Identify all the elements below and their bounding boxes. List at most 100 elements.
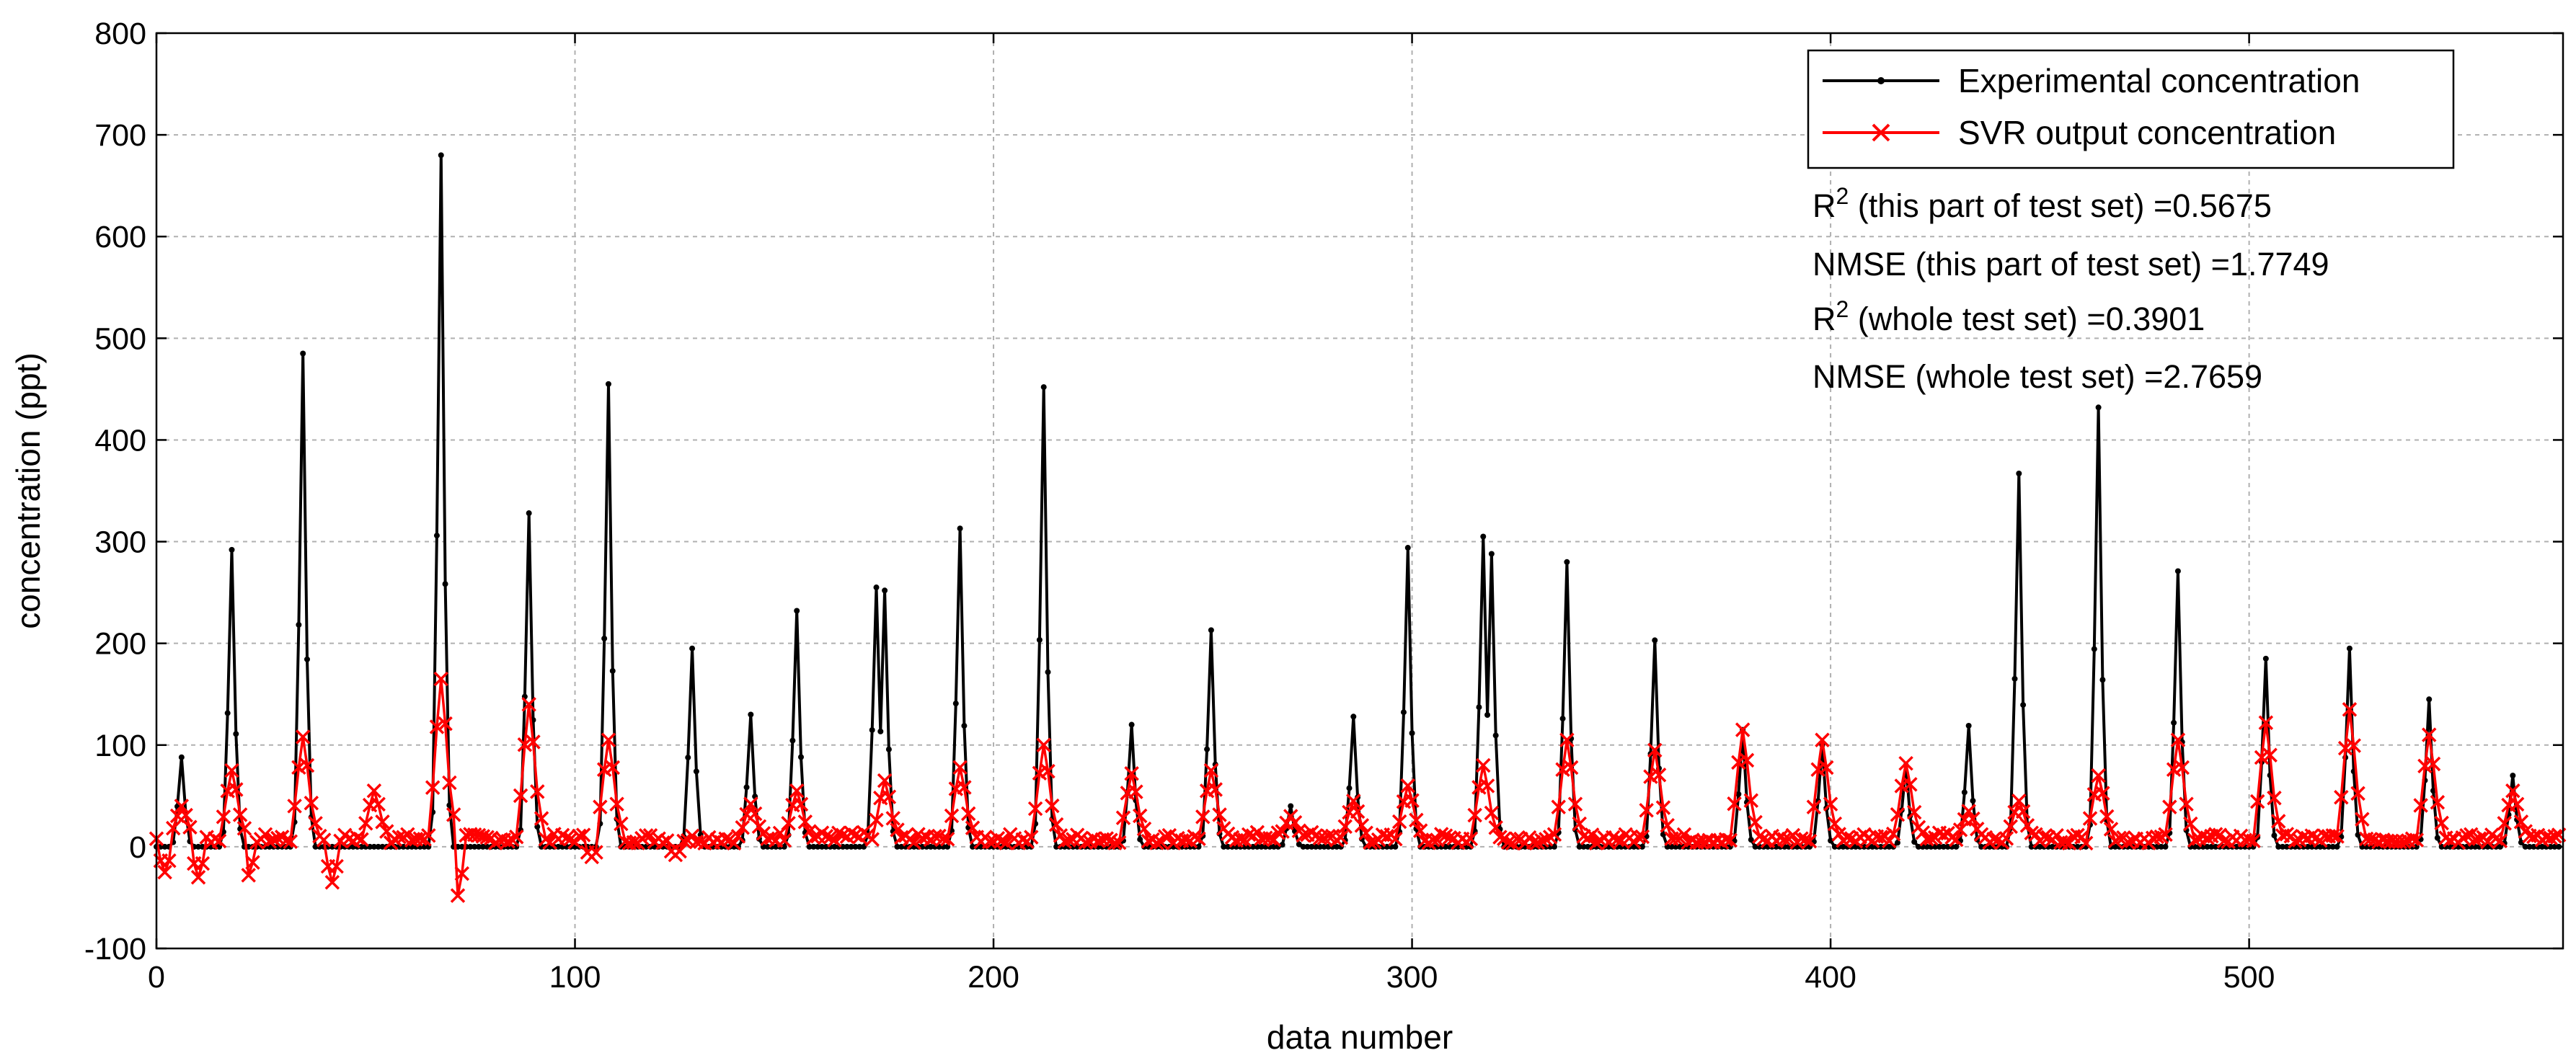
stat-r2-whole-value: (whole test set) =0.3901: [1849, 301, 2205, 337]
data-point: [1111, 835, 1127, 850]
data-point: [216, 809, 231, 824]
data-point: [939, 832, 955, 847]
data-point: [1488, 820, 1503, 835]
data-point: [1937, 843, 1943, 850]
data-point: [283, 834, 298, 850]
data-point: [2325, 843, 2332, 850]
data-point: [1203, 763, 1219, 778]
data-point: [229, 782, 244, 797]
data-point: [885, 746, 892, 752]
legend-box: [1807, 49, 2455, 169]
data-point: [1128, 784, 1143, 799]
data-point: [1564, 559, 1570, 565]
data-point: [266, 832, 281, 847]
data-point: [1819, 760, 1834, 775]
data-point: [806, 843, 813, 850]
data-point: [1911, 839, 1918, 845]
data-point: [1204, 746, 1210, 752]
data-point: [2015, 804, 2031, 819]
data-point: [1936, 827, 1952, 843]
data-point: [2095, 786, 2110, 801]
data-point: [224, 763, 239, 778]
data-point: [1053, 843, 1060, 850]
data-point: [236, 821, 252, 836]
data-point: [572, 828, 587, 844]
data-point: [2363, 832, 2378, 847]
data-point: [1735, 722, 1750, 737]
data-point: [2404, 831, 2420, 846]
data-point: [2443, 832, 2458, 848]
data-point: [1840, 830, 1855, 845]
data-point: [2288, 834, 2303, 849]
data-point: [1877, 843, 1884, 850]
data-point: [358, 843, 365, 850]
data-point: [450, 888, 466, 903]
data-point: [1798, 832, 1813, 847]
data-point: [2216, 833, 2232, 849]
data-point: [2430, 794, 2446, 810]
data-point: [1316, 830, 1332, 846]
data-point: [831, 825, 846, 840]
data-point: [1509, 831, 1524, 846]
data-point: [1731, 755, 1746, 770]
data-point: [1885, 826, 1901, 842]
x-tick-label: 100: [549, 960, 601, 995]
data-point: [500, 833, 515, 849]
data-point: [831, 843, 838, 850]
data-point: [2434, 815, 2449, 831]
data-point: [1551, 843, 1557, 850]
data-point: [1551, 799, 1566, 815]
data-point: [2036, 829, 2052, 845]
data-point: [1940, 843, 1947, 850]
stat-r2-this-part: R2 (this part of test set) =0.5675: [1813, 183, 2272, 224]
data-point: [2078, 835, 2094, 851]
data-point: [304, 656, 310, 662]
data-point: [454, 866, 470, 881]
data-point: [1350, 804, 1366, 819]
x-tick-label: 300: [1386, 960, 1438, 995]
stat-r2-this-part-value: (this part of test set) =0.5675: [1849, 187, 2272, 224]
data-point: [1433, 827, 1449, 842]
y-tick-label: 600: [94, 220, 146, 254]
data-point: [1559, 732, 1575, 747]
stat-r2-whole-sup: 2: [1836, 296, 1849, 322]
data-point: [1965, 722, 1972, 729]
data-point: [2505, 783, 2520, 799]
data-point: [593, 799, 608, 815]
data-point: [1191, 831, 1206, 846]
data-point: [2434, 835, 2440, 841]
data-point: [781, 816, 796, 831]
data-point: [1090, 833, 1106, 849]
data-point: [1040, 763, 1055, 779]
data-point: [601, 635, 608, 641]
stat-nmse-whole-value: (whole test set) =2.7659: [1906, 358, 2262, 395]
data-point: [2543, 830, 2558, 845]
data-point: [1476, 757, 1491, 773]
data-point: [1346, 785, 1353, 791]
data-point: [1132, 808, 1148, 824]
data-point: [2091, 768, 2106, 783]
data-point: [952, 701, 959, 707]
data-point: [1488, 551, 1495, 557]
data-point: [2334, 843, 2340, 850]
data-point: [609, 667, 616, 674]
y-tick-label: 700: [94, 118, 146, 153]
data-point: [233, 731, 239, 737]
data-point: [1743, 793, 1759, 808]
data-point: [182, 819, 198, 835]
data-point: [1718, 832, 1734, 847]
data-point: [2430, 788, 2437, 794]
data-point: [2200, 830, 2215, 845]
data-point: [287, 799, 302, 814]
data-point: [1924, 831, 1939, 846]
data-point: [329, 858, 344, 874]
data-point: [366, 783, 382, 799]
data-point: [848, 827, 863, 843]
data-point: [1157, 829, 1173, 844]
data-point: [232, 807, 248, 822]
data-point: [885, 811, 900, 826]
data-point: [296, 621, 302, 628]
stat-r2-this-part-sup: 2: [1836, 183, 1849, 209]
data-point: [1283, 809, 1298, 824]
data-point: [1149, 835, 1164, 850]
